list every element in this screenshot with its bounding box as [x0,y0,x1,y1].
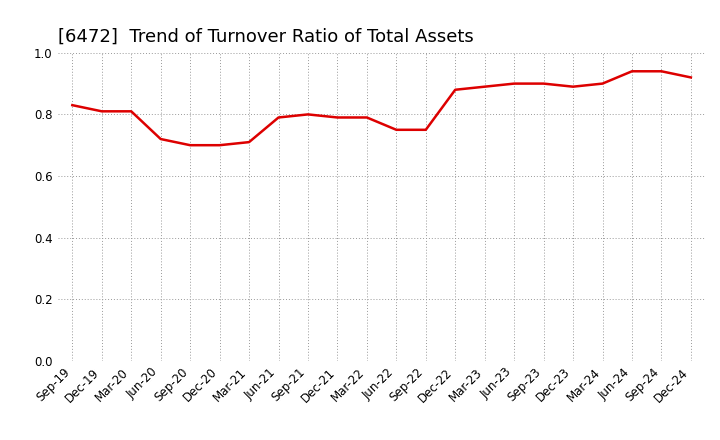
Text: [6472]  Trend of Turnover Ratio of Total Assets: [6472] Trend of Turnover Ratio of Total … [58,28,473,46]
